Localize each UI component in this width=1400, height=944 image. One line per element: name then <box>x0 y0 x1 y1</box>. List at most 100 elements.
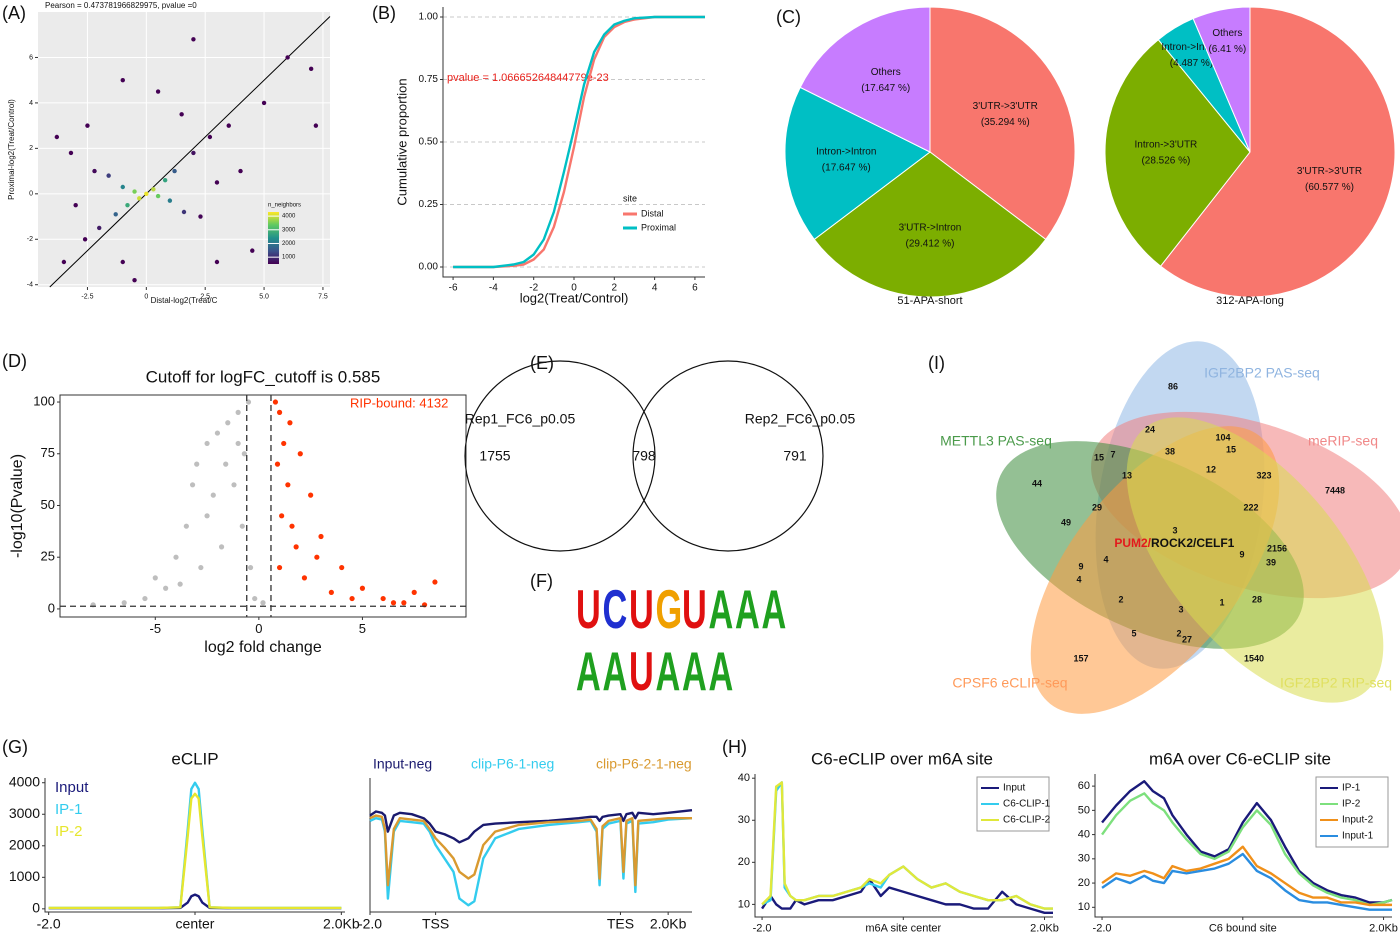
logo-letter: U <box>682 579 707 640</box>
x-tick-label: 2.0Kb <box>650 916 687 932</box>
point <box>204 440 210 447</box>
point <box>125 202 130 208</box>
panel-label: (B) <box>372 3 396 23</box>
region-count: 28 <box>1252 594 1262 604</box>
x-tick-label: -2.0 <box>1093 922 1112 934</box>
chart-title: Pearson = 0.473781966829975, pvalue =0 <box>45 1 197 10</box>
point <box>155 89 161 94</box>
region-count: 7448 <box>1325 485 1345 495</box>
slice-value: (28.526 %) <box>1141 155 1190 166</box>
x-tick-label: -2 <box>529 283 538 294</box>
point <box>214 430 221 436</box>
region-count: 7 <box>1110 449 1115 459</box>
x-tick-label: 2.5 <box>200 293 210 300</box>
region-count: 49 <box>1061 517 1071 527</box>
point <box>297 451 303 457</box>
line <box>1101 852 1392 911</box>
region-count: 104 <box>1215 432 1230 442</box>
point <box>285 55 290 60</box>
point <box>132 189 137 194</box>
region-count: 27 <box>1182 634 1192 644</box>
y-tick-label: 30 <box>738 814 750 826</box>
point <box>61 259 67 265</box>
annotation: RIP-bound: 4132 <box>350 395 448 410</box>
point <box>235 409 241 415</box>
legend-label: IP-1 <box>1342 783 1361 794</box>
y-tick-label: -4 <box>27 282 33 289</box>
point <box>314 554 320 560</box>
x-tick-label: -6 <box>449 283 458 294</box>
region-count: 3 <box>1178 604 1183 614</box>
point <box>293 544 299 550</box>
y-tick-label: 0.25 <box>419 199 439 210</box>
point <box>301 575 308 581</box>
region-count: 2 <box>1176 628 1181 638</box>
set-label: METTL3 PAS-seq <box>940 433 1052 449</box>
x-tick-label: TES <box>607 916 634 932</box>
plot-frame <box>59 394 467 618</box>
region-count: 2 <box>1118 594 1123 604</box>
colorbar-label: 1000 <box>282 255 296 261</box>
pie-slice <box>799 6 931 153</box>
logo-letter: A <box>603 641 628 702</box>
point <box>226 123 231 128</box>
y-tick-label: 2 <box>29 145 33 152</box>
chart-title: C6-eCLIP over m6A site <box>811 749 993 768</box>
line <box>761 781 1053 910</box>
y-tick-label: 20 <box>1078 877 1090 889</box>
line <box>761 877 1053 914</box>
point <box>214 259 220 265</box>
logo-letter: G <box>656 579 683 640</box>
panel-label: (H) <box>722 737 747 757</box>
legend-label: IP-2 <box>1342 799 1361 810</box>
y-tick-label: 3000 <box>9 805 40 821</box>
region-count: 323 <box>1256 470 1271 480</box>
panel-label: (E) <box>530 353 554 373</box>
point <box>54 134 60 140</box>
y-tick-label: 2000 <box>9 836 40 852</box>
chart-title: m6A over C6-eCLIP site <box>1149 749 1331 768</box>
line <box>453 15 705 269</box>
axis-line <box>754 774 1053 918</box>
point <box>204 513 210 519</box>
point <box>281 440 287 447</box>
y-tick-label: 1.00 <box>419 12 439 23</box>
point <box>411 589 417 595</box>
set-label: IGF2BP2 RIP-seq <box>1280 675 1392 691</box>
point <box>198 214 203 219</box>
logo-letter: A <box>762 579 787 640</box>
chart-title: Cutoff for logFC_cutoff is 0.585 <box>146 367 381 386</box>
center-label: ROCK2/CELF1 <box>1151 536 1235 550</box>
legend-label: C6-CLIP-1 <box>1003 799 1051 810</box>
point <box>239 523 245 529</box>
axis-line <box>442 7 705 278</box>
slice-label: Intron->Intron <box>1161 42 1221 53</box>
point <box>106 173 111 178</box>
region-count: 222 <box>1243 502 1258 512</box>
point <box>272 399 279 405</box>
pie-slice <box>784 86 931 241</box>
slice-value: (4.487 %) <box>1170 58 1213 69</box>
point <box>390 600 397 606</box>
region-count: 157 <box>1073 653 1088 663</box>
point <box>162 177 168 183</box>
point <box>214 180 220 185</box>
point <box>163 585 169 591</box>
point <box>132 277 137 283</box>
slice-label: 3'UTR->3'UTR <box>1297 166 1362 177</box>
x-tick-label: 0 <box>144 293 148 300</box>
identity-line <box>49 16 331 288</box>
point <box>218 544 225 550</box>
pie-title: 312-APA-long <box>1216 295 1284 307</box>
region-count: 9 <box>1078 561 1083 571</box>
y-tick-label: 40 <box>738 772 750 784</box>
y-tick-label: 10 <box>1078 901 1090 913</box>
y-tick-label: 30 <box>1078 853 1090 865</box>
point <box>191 37 196 42</box>
region-count: 15 <box>1094 452 1104 462</box>
point <box>274 461 281 467</box>
x-tick-label: 2.0Kb <box>1030 922 1059 934</box>
legend-label: IP-2 <box>55 823 83 840</box>
logo-letter: A <box>682 641 707 702</box>
pie-slice <box>1159 6 1396 298</box>
